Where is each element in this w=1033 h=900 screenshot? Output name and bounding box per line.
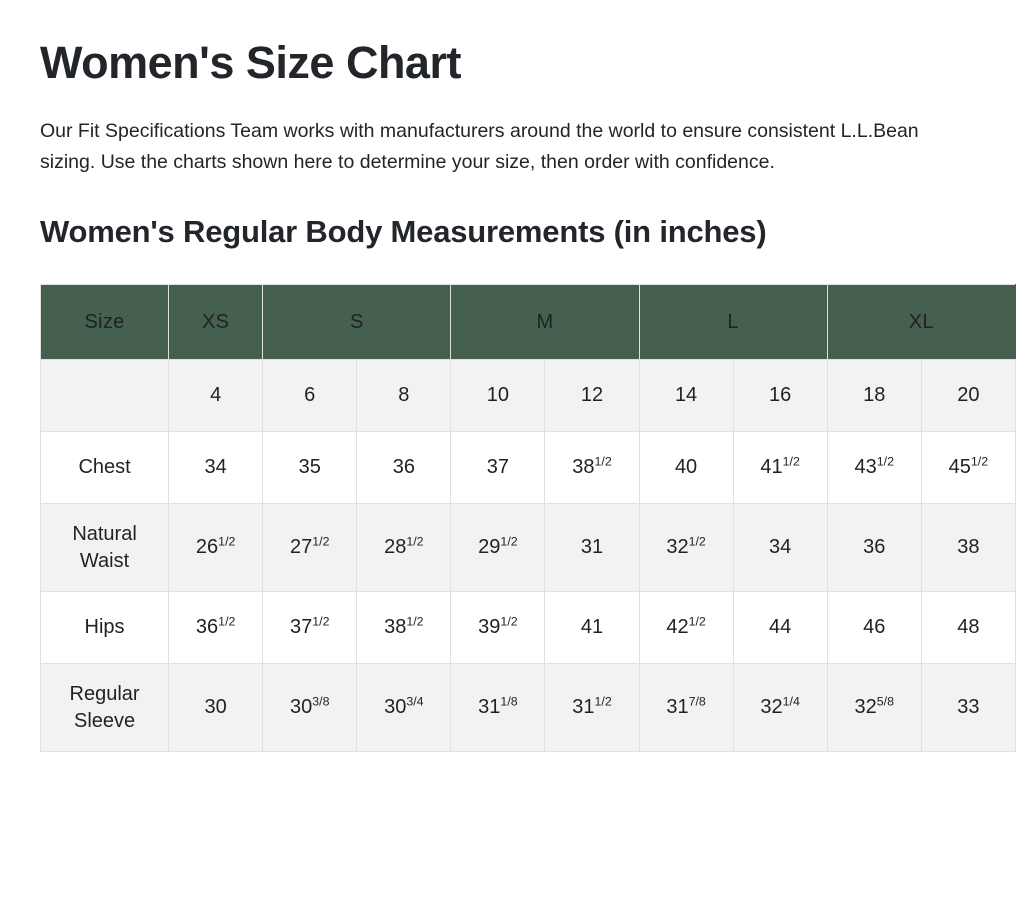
cell-r3-c3: 391/2 bbox=[450, 591, 546, 665]
cell-r0-c1: 6 bbox=[262, 359, 358, 433]
row-label-hips: Hips bbox=[39, 591, 170, 665]
intro-paragraph: Our Fit Specifications Team works with m… bbox=[40, 119, 919, 173]
cell-r1-c1: 35 bbox=[262, 431, 358, 505]
table-header-cell-m: M bbox=[450, 284, 640, 361]
cell-r0-c8: 20 bbox=[920, 359, 1017, 433]
table-row: Chest 34 35 36 37 381/2 40 411/2 431/2 451/2 bbox=[39, 431, 1017, 505]
cell-r4-c0: 30 bbox=[168, 663, 264, 753]
cell-r2-c4: 31 bbox=[544, 503, 640, 593]
cell-r1-c0: 34 bbox=[168, 431, 264, 505]
cell-r4-c1: 303/8 bbox=[262, 663, 358, 753]
cell-r0-c2: 8 bbox=[356, 359, 452, 433]
cell-r2-c5: 321/2 bbox=[638, 503, 734, 593]
cell-r2-c6: 34 bbox=[732, 503, 828, 593]
cell-r0-c5: 14 bbox=[638, 359, 734, 433]
cell-r1-c4: 381/2 bbox=[544, 431, 640, 505]
table-header-cell-xs: XS bbox=[168, 284, 264, 361]
womens-regular-body-measurements-table: Size XS S M L XL 4 6 8 10 12 14 16 18 20 Chest 34 35 36 37… bbox=[39, 284, 1017, 753]
cell-r2-c7: 36 bbox=[826, 503, 922, 593]
cell-r3-c6: 44 bbox=[732, 591, 828, 665]
cell-r0-c3: 10 bbox=[450, 359, 546, 433]
size-table-container: Size XS S M L XL 4 6 8 10 12 14 16 18 20 Chest 34 35 36 37… bbox=[0, 251, 1033, 753]
cell-r2-c3: 291/2 bbox=[450, 503, 546, 593]
cell-r4-c7: 325/8 bbox=[826, 663, 922, 753]
cell-r0-c0: 4 bbox=[168, 359, 264, 433]
table-header-cell-l: L bbox=[638, 284, 828, 361]
cell-r2-c2: 281/2 bbox=[356, 503, 452, 593]
cell-r3-c7: 46 bbox=[826, 591, 922, 665]
table-row: Natural Waist 261/2 271/2 281/2 291/2 31 321/2 3… bbox=[39, 503, 1017, 593]
cell-r0-c6: 16 bbox=[732, 359, 828, 433]
cell-r1-c2: 36 bbox=[356, 431, 452, 505]
row-label-blank bbox=[39, 359, 170, 433]
row-label-natural-waist: Natural Waist bbox=[39, 503, 170, 593]
table-header-row: Size XS S M L XL bbox=[39, 284, 1017, 361]
cell-r4-c3: 311/8 bbox=[450, 663, 546, 753]
cell-r4-c8: 33 bbox=[920, 663, 1017, 753]
cell-r1-c8: 451/2 bbox=[920, 431, 1017, 505]
table-row: 4 6 8 10 12 14 16 18 20 bbox=[39, 359, 1017, 433]
cell-r1-c3: 37 bbox=[450, 431, 546, 505]
cell-r0-c4: 12 bbox=[544, 359, 640, 433]
row-label-regular-sleeve: Regular Sleeve bbox=[39, 663, 170, 753]
row-label-chest: Chest bbox=[39, 431, 170, 505]
cell-r3-c4: 41 bbox=[544, 591, 640, 665]
cell-r2-c1: 271/2 bbox=[262, 503, 358, 593]
cell-r3-c0: 361/2 bbox=[168, 591, 264, 665]
cell-r2-c0: 261/2 bbox=[168, 503, 264, 593]
cell-r1-c5: 40 bbox=[638, 431, 734, 505]
table-body: 4 6 8 10 12 14 16 18 20 Chest 34 35 36 37 381/2 40 411/2… bbox=[39, 359, 1017, 753]
table-header-cell-xl: XL bbox=[826, 284, 1017, 361]
cell-r3-c2: 381/2 bbox=[356, 591, 452, 665]
table-header: Size XS S M L XL bbox=[39, 284, 1017, 361]
cell-r0-c7: 18 bbox=[826, 359, 922, 433]
cell-r4-c6: 321/4 bbox=[732, 663, 828, 753]
cell-r3-c1: 371/2 bbox=[262, 591, 358, 665]
table-row: Regular Sleeve 30 303/8 303/4 311/8 311/2 317/8… bbox=[39, 663, 1017, 753]
cell-r4-c4: 311/2 bbox=[544, 663, 640, 753]
cell-r1-c7: 431/2 bbox=[826, 431, 922, 505]
cell-r4-c5: 317/8 bbox=[638, 663, 734, 753]
table-row: Hips 361/2 371/2 381/2 391/2 41 421/2 44 46 48 bbox=[39, 591, 1017, 665]
cell-r1-c6: 411/2 bbox=[732, 431, 828, 505]
table-header-cell-s: S bbox=[262, 284, 452, 361]
table-header-cell-size: Size bbox=[39, 284, 170, 361]
cell-r3-c8: 48 bbox=[920, 591, 1017, 665]
cell-r4-c2: 303/4 bbox=[356, 663, 452, 753]
cell-r2-c8: 38 bbox=[920, 503, 1017, 593]
cell-r3-c5: 421/2 bbox=[638, 591, 734, 665]
section-title: Women's Regular Body Measurements (in in… bbox=[40, 213, 767, 249]
page-title: Women's Size Chart bbox=[40, 37, 461, 88]
